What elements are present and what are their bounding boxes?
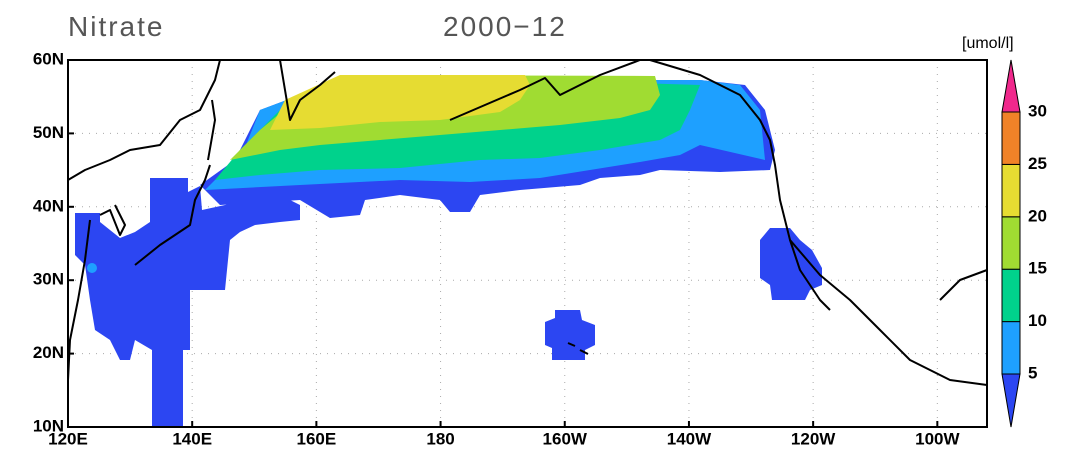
- region-10: [87, 263, 97, 273]
- colorbar-label: 5: [1028, 363, 1037, 382]
- colorbar-segment: [1001, 163, 1021, 218]
- colorbar-label: 10: [1028, 311, 1047, 330]
- nitrate-field: [75, 75, 822, 427]
- x-tick-label: 180: [426, 429, 454, 448]
- colorbar-arrow: [1001, 373, 1021, 428]
- date: 2000−12: [443, 11, 567, 42]
- colorbar: 5 10 15 20 25 30: [1001, 59, 1047, 428]
- y-tick-label: 20N: [33, 343, 64, 362]
- coast: [789, 239, 831, 311]
- title: Nitrate: [68, 11, 164, 42]
- colorbar-label: 25: [1028, 154, 1047, 173]
- coast: [939, 269, 988, 301]
- y-tick-label: 60N: [33, 49, 64, 68]
- x-tick-label: 160E: [297, 429, 337, 448]
- y-tick-label: 10N: [33, 416, 64, 435]
- colorbar-arrow: [1001, 59, 1021, 113]
- coastlines: [67, 59, 988, 386]
- coast: [649, 59, 988, 386]
- colorbar-segment: [1001, 268, 1021, 323]
- coast: [207, 99, 216, 161]
- colorbar-segment: [1001, 321, 1021, 375]
- colorbar-label: 30: [1028, 101, 1047, 120]
- x-tick-label: 120W: [791, 429, 836, 448]
- colorbar-segment: [1001, 111, 1021, 165]
- x-tick-label: 120E: [48, 429, 88, 448]
- axes: 120E 140E 160E 180 160W 140W 120W 100W 10N 20N 30N…: [33, 49, 961, 448]
- region-5: [75, 178, 300, 427]
- y-tick-label: 40N: [33, 196, 64, 215]
- coast: [567, 342, 589, 355]
- map-frame: [67, 59, 988, 428]
- x-tick-label: 160W: [543, 429, 588, 448]
- coast: [279, 59, 336, 121]
- x-tick-label: 140E: [172, 429, 212, 448]
- colorbar-label: 15: [1028, 259, 1047, 278]
- coast: [449, 59, 641, 121]
- unit: [umol/l]: [962, 35, 1014, 52]
- region-5: [545, 310, 595, 360]
- region-5: [760, 228, 822, 300]
- x-tick-label: 140W: [667, 429, 712, 448]
- coast: [99, 204, 126, 236]
- x-tick-label: 100W: [915, 429, 960, 448]
- colorbar-segment: [1001, 216, 1021, 270]
- coast: [67, 59, 221, 181]
- coast: [134, 164, 211, 266]
- colorbar-label: 20: [1028, 206, 1047, 225]
- y-tick-label: 30N: [33, 270, 64, 289]
- y-tick-label: 50N: [33, 123, 64, 142]
- region-25: [270, 75, 530, 130]
